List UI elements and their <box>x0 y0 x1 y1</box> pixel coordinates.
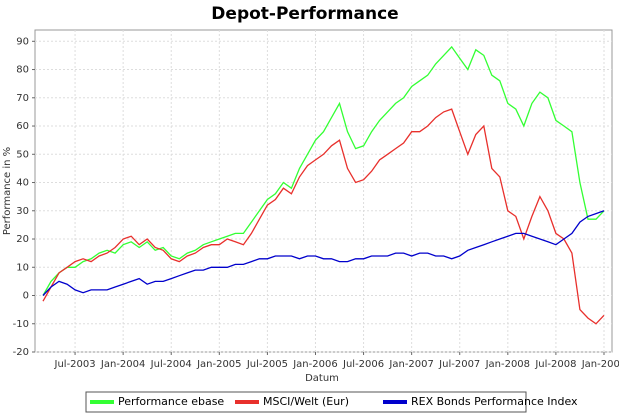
y-tick-label: -20 <box>13 347 29 358</box>
series-line <box>42 210 605 296</box>
y-tick-label: 0 <box>23 291 29 302</box>
x-tick-label: Jan-2007 <box>388 359 433 370</box>
y-tick-label: 30 <box>16 206 29 217</box>
x-tick-label: Jul-2008 <box>534 359 576 370</box>
y-tick-label: 20 <box>16 234 29 245</box>
x-tick-label: Jan-2005 <box>196 359 241 370</box>
y-tick-label: -10 <box>13 319 29 330</box>
x-tick-label: Jul-2005 <box>246 359 288 370</box>
x-axis-label: Datum <box>305 373 339 384</box>
y-tick-label: 70 <box>16 93 29 104</box>
legend-box <box>85 391 527 413</box>
x-tick-label: Jan-2009 <box>581 359 619 370</box>
y-tick-label: 50 <box>16 149 29 160</box>
legend-label: Performance ebase <box>118 395 224 408</box>
series-line <box>42 45 605 296</box>
y-tick-label: 40 <box>16 178 29 189</box>
y-tick-label: 90 <box>16 36 29 47</box>
x-tick-label: Jul-2007 <box>438 359 480 370</box>
y-tick-label: 10 <box>16 262 29 273</box>
plot-area <box>34 29 613 353</box>
x-tick-label: Jul-2006 <box>342 359 384 370</box>
legend-label: MSCI/Welt (Eur) <box>263 395 349 408</box>
y-tick-label: 80 <box>16 65 29 76</box>
y-axis-label: Performance in % <box>2 147 13 235</box>
y-tick-label: 60 <box>16 121 29 132</box>
x-tick-label: Jul-2003 <box>54 359 96 370</box>
x-tick-label: Jul-2004 <box>150 359 192 370</box>
x-tick-label: Jan-2008 <box>485 359 530 370</box>
x-tick-label: Jan-2004 <box>100 359 145 370</box>
x-tick-label: Jan-2006 <box>292 359 337 370</box>
legend-label: REX Bonds Performance Index <box>411 395 578 408</box>
chart-title: Depot-Performance <box>211 4 398 24</box>
series-line <box>42 108 605 325</box>
